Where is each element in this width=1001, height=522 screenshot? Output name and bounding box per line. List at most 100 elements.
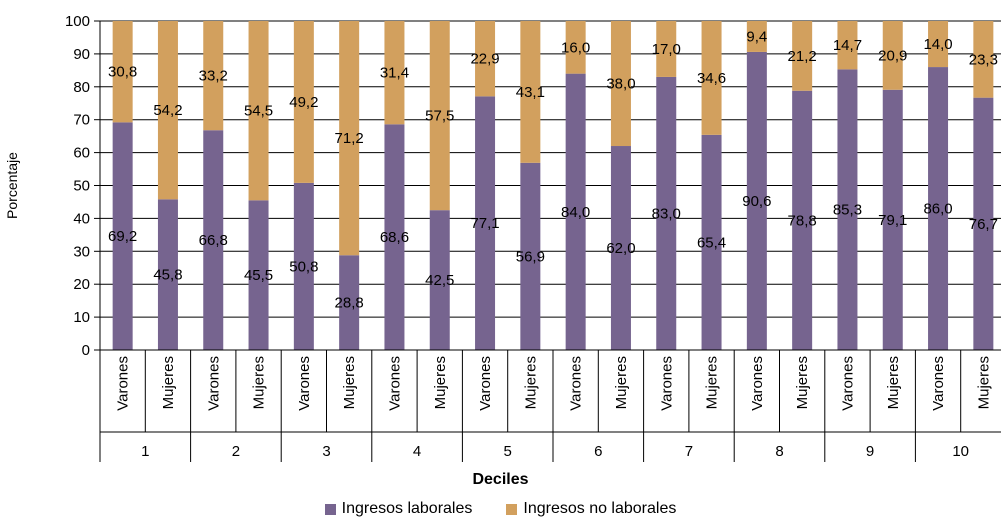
- data-label-laborales: 83,0: [652, 205, 681, 222]
- data-label-laborales: 56,9: [516, 248, 545, 265]
- legend-swatch-laborales: [324, 503, 336, 515]
- data-label-laborales: 68,6: [380, 229, 409, 246]
- y-tick-label: 10: [73, 309, 90, 326]
- x-group-label: 4: [413, 443, 421, 460]
- y-tick-label: 0: [82, 342, 90, 359]
- x-sub-label: Mujeres: [432, 356, 449, 409]
- bar-ingresos-no-laborales: [293, 21, 314, 183]
- x-sub-label: Mujeres: [975, 356, 992, 409]
- bar-ingresos-laborales: [656, 76, 677, 351]
- x-group-label: 8: [775, 443, 783, 460]
- bar-ingresos-no-laborales: [112, 21, 133, 123]
- bar-ingresos-laborales: [746, 51, 767, 351]
- x-sub-label: Varones: [477, 356, 494, 411]
- x-sub-label: Varones: [386, 356, 403, 411]
- bar-ingresos-laborales: [837, 69, 858, 350]
- data-label-laborales: 79,1: [878, 212, 907, 229]
- data-label-laborales: 77,1: [470, 215, 499, 232]
- bar-ingresos-no-laborales: [339, 21, 360, 256]
- data-label-no-laborales: 14,7: [833, 37, 862, 54]
- bar-ingresos-laborales: [157, 199, 178, 350]
- data-label-no-laborales: 54,2: [153, 102, 182, 119]
- data-label-no-laborales: 21,2: [788, 48, 817, 65]
- y-tick-label: 100: [65, 13, 90, 30]
- x-sub-label: Mujeres: [704, 356, 721, 409]
- legend-swatch-no-laborales: [506, 503, 518, 515]
- x-sub-label: Mujeres: [251, 356, 268, 409]
- data-label-no-laborales: 38,0: [606, 76, 635, 93]
- data-label-no-laborales: 14,0: [923, 36, 952, 53]
- x-group-label: 2: [232, 443, 240, 460]
- bar-ingresos-laborales: [610, 146, 631, 350]
- data-label-no-laborales: 22,9: [470, 51, 499, 68]
- x-sub-label: Varones: [930, 356, 947, 411]
- bar-ingresos-no-laborales: [973, 21, 994, 98]
- data-label-no-laborales: 34,6: [697, 70, 726, 87]
- bar-ingresos-laborales: [293, 182, 314, 350]
- bar-ingresos-no-laborales: [475, 21, 496, 97]
- data-label-laborales: 76,7: [969, 216, 998, 233]
- bar-ingresos-no-laborales: [384, 21, 405, 125]
- bar-ingresos-no-laborales: [792, 21, 813, 91]
- data-label-laborales: 78,8: [788, 212, 817, 229]
- data-label-laborales: 28,8: [335, 295, 364, 312]
- data-label-laborales: 66,8: [199, 232, 228, 249]
- bar-ingresos-laborales: [339, 255, 360, 350]
- bar-ingresos-laborales: [248, 200, 269, 350]
- bar-ingresos-no-laborales: [928, 21, 949, 68]
- x-sub-label: Mujeres: [794, 356, 811, 409]
- data-label-laborales: 86,0: [923, 201, 952, 218]
- bar-ingresos-no-laborales: [429, 21, 450, 211]
- bar-ingresos-no-laborales: [520, 21, 541, 163]
- y-tick-label: 40: [73, 210, 90, 227]
- x-axis-title: Deciles: [472, 471, 529, 488]
- legend-item-no-laborales: Ingresos no laborales: [506, 500, 676, 518]
- bar-ingresos-laborales: [928, 67, 949, 350]
- data-label-laborales: 69,2: [108, 228, 137, 245]
- stacked-bar-chart: 0 10 20 30 40 50 60 70 80 90 100 Porcentaje 69,2 30,8…: [4, 13, 1001, 462]
- bar-ingresos-no-laborales: [882, 21, 903, 90]
- bar-ingresos-no-laborales: [656, 21, 677, 77]
- bar-ingresos-laborales: [384, 124, 405, 350]
- x-group-label: 6: [594, 443, 602, 460]
- y-tick-label: 70: [73, 112, 90, 129]
- x-sub-label: Mujeres: [341, 356, 358, 409]
- bar-ingresos-no-laborales: [157, 21, 178, 200]
- bar-ingresos-laborales: [565, 73, 586, 350]
- x-sub-label: Mujeres: [522, 356, 539, 409]
- data-label-no-laborales: 16,0: [561, 39, 590, 56]
- bar-ingresos-laborales: [882, 89, 903, 351]
- data-label-no-laborales: 33,2: [199, 68, 228, 85]
- bar-ingresos-no-laborales: [565, 21, 586, 74]
- y-axis-title: Porcentaje: [4, 152, 20, 219]
- x-sub-label: Varones: [115, 356, 132, 411]
- x-sub-label: Varones: [296, 356, 313, 411]
- legend: Ingresos laborales Ingresos no laborales: [0, 498, 1001, 520]
- data-label-laborales: 85,3: [833, 202, 862, 219]
- bar-ingresos-no-laborales: [746, 21, 767, 52]
- data-label-laborales: 62,0: [606, 240, 635, 257]
- x-group-label: 9: [866, 443, 874, 460]
- x-sub-label: Mujeres: [885, 356, 902, 409]
- data-label-no-laborales: 57,5: [425, 108, 454, 125]
- x-sub-label: Varones: [658, 356, 675, 411]
- data-label-no-laborales: 20,9: [878, 47, 907, 64]
- bar-ingresos-laborales: [701, 134, 722, 350]
- bar-ingresos-no-laborales: [203, 21, 224, 131]
- data-label-no-laborales: 17,0: [652, 41, 681, 58]
- x-group-label: 1: [141, 443, 149, 460]
- x-group-label: 3: [322, 443, 330, 460]
- data-label-laborales: 84,0: [561, 204, 590, 221]
- x-group-label: 10: [952, 443, 969, 460]
- data-label-laborales: 50,8: [289, 258, 318, 275]
- data-label-laborales: 65,4: [697, 234, 726, 251]
- legend-item-laborales: Ingresos laborales: [324, 500, 472, 518]
- x-sub-label: Varones: [839, 356, 856, 411]
- data-label-laborales: 90,6: [742, 193, 771, 210]
- bar-ingresos-laborales: [973, 97, 994, 350]
- bar-ingresos-no-laborales: [610, 21, 631, 147]
- data-label-no-laborales: 43,1: [516, 84, 545, 101]
- data-label-no-laborales: 30,8: [108, 64, 137, 81]
- y-tick-label: 80: [73, 79, 90, 96]
- data-label-no-laborales: 31,4: [380, 65, 409, 82]
